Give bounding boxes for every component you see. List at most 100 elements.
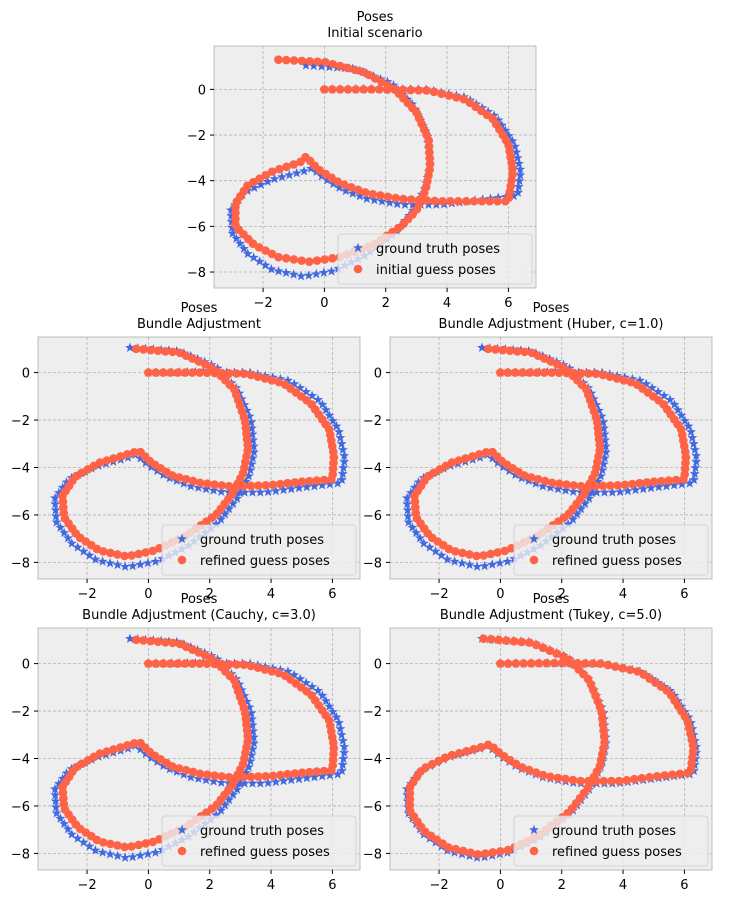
data-point-circle bbox=[576, 369, 586, 378]
data-point-star bbox=[537, 481, 548, 491]
data-point-circle bbox=[513, 346, 522, 356]
data-point-circle bbox=[328, 253, 337, 263]
data-point-star bbox=[580, 498, 590, 509]
data-point-circle bbox=[538, 770, 548, 780]
x-tick-label: 0 bbox=[144, 878, 152, 893]
data-point-star bbox=[294, 482, 304, 493]
data-point-star bbox=[568, 514, 578, 524]
data-point-star bbox=[90, 845, 101, 855]
data-point-star bbox=[311, 268, 322, 279]
data-point-circle bbox=[438, 196, 447, 206]
data-point-circle bbox=[188, 476, 198, 486]
data-point-star bbox=[120, 852, 131, 862]
data-point-circle bbox=[312, 256, 322, 265]
data-point-circle bbox=[622, 775, 631, 785]
data-point-circle bbox=[151, 659, 161, 668]
data-point-circle bbox=[246, 772, 256, 782]
data-point-star bbox=[228, 498, 238, 509]
data-point-star bbox=[409, 482, 420, 492]
data-point-star bbox=[299, 165, 309, 176]
data-point-star bbox=[248, 435, 259, 445]
data-point-circle bbox=[583, 776, 593, 786]
data-point-circle bbox=[333, 177, 342, 186]
data-point-circle bbox=[576, 776, 585, 786]
data-point-star bbox=[320, 695, 331, 706]
x-tick-label: −2 bbox=[429, 587, 448, 602]
data-point-circle bbox=[475, 450, 484, 459]
data-point-circle bbox=[466, 848, 475, 857]
data-point-circle bbox=[246, 661, 256, 671]
data-point-star bbox=[646, 482, 656, 493]
data-point-circle bbox=[518, 368, 527, 377]
data-point-circle bbox=[610, 662, 620, 671]
chart-title: Poses bbox=[533, 301, 570, 316]
data-point-circle bbox=[613, 481, 623, 490]
data-point-star bbox=[301, 481, 312, 492]
data-point-circle bbox=[151, 368, 161, 377]
data-point-circle bbox=[253, 372, 263, 382]
data-point-circle bbox=[129, 448, 139, 457]
data-point-star bbox=[336, 438, 347, 449]
data-point-circle bbox=[268, 771, 278, 781]
data-point-star bbox=[283, 666, 293, 676]
data-point-star bbox=[51, 517, 62, 527]
data-point-circle bbox=[134, 549, 143, 559]
data-point-star bbox=[246, 707, 257, 718]
data-point-circle bbox=[253, 663, 263, 673]
data-point-circle bbox=[500, 546, 510, 556]
data-point-star bbox=[622, 485, 633, 496]
data-point-star bbox=[239, 778, 250, 788]
data-point-circle bbox=[254, 772, 263, 781]
data-point-circle bbox=[580, 659, 590, 668]
data-point-star bbox=[339, 741, 350, 752]
data-point-circle bbox=[526, 473, 536, 482]
data-point-circle bbox=[95, 749, 105, 758]
data-point-circle bbox=[146, 636, 156, 646]
data-point-star bbox=[125, 342, 135, 352]
data-point-circle bbox=[531, 768, 541, 777]
data-point-circle bbox=[312, 476, 322, 485]
data-point-circle bbox=[328, 59, 338, 69]
data-point-circle bbox=[511, 659, 521, 668]
data-point-star bbox=[216, 805, 226, 815]
data-point-circle bbox=[346, 182, 356, 192]
data-point-star bbox=[231, 233, 242, 243]
data-point-circle bbox=[297, 56, 307, 66]
data-point-circle bbox=[657, 476, 666, 486]
data-point-star bbox=[599, 453, 610, 463]
data-point-star bbox=[262, 176, 273, 186]
data-point-circle bbox=[297, 768, 307, 777]
data-point-circle bbox=[540, 368, 549, 377]
data-point-circle bbox=[496, 368, 505, 377]
chart-title: Poses bbox=[357, 10, 394, 25]
data-point-circle bbox=[607, 776, 616, 786]
legend: ground truth poses initial guess poses bbox=[337, 233, 533, 285]
data-point-star bbox=[338, 753, 349, 764]
data-point-circle bbox=[232, 773, 241, 782]
data-point-circle bbox=[260, 374, 270, 383]
data-point-circle bbox=[283, 478, 292, 488]
data-point-star bbox=[487, 453, 498, 463]
data-point-star bbox=[689, 474, 699, 485]
data-point-circle bbox=[503, 368, 513, 377]
data-point-star bbox=[278, 484, 289, 495]
y-tick-label: −8 bbox=[11, 847, 30, 862]
data-point-star bbox=[142, 557, 153, 568]
data-point-circle bbox=[444, 91, 454, 100]
data-point-circle bbox=[540, 476, 550, 486]
data-point-star bbox=[50, 505, 61, 515]
data-point-star bbox=[266, 263, 277, 274]
data-point-star bbox=[53, 778, 64, 789]
data-point-circle bbox=[627, 479, 637, 489]
y-tick-label: 0 bbox=[374, 367, 382, 382]
data-point-circle bbox=[274, 668, 284, 678]
data-point-circle bbox=[505, 346, 515, 355]
data-point-star bbox=[317, 399, 328, 409]
data-point-circle bbox=[510, 368, 520, 377]
data-point-star bbox=[513, 181, 524, 192]
data-point-circle bbox=[289, 160, 298, 169]
data-point-star bbox=[240, 476, 251, 487]
data-point-star bbox=[513, 158, 524, 168]
data-point-circle bbox=[359, 85, 368, 94]
